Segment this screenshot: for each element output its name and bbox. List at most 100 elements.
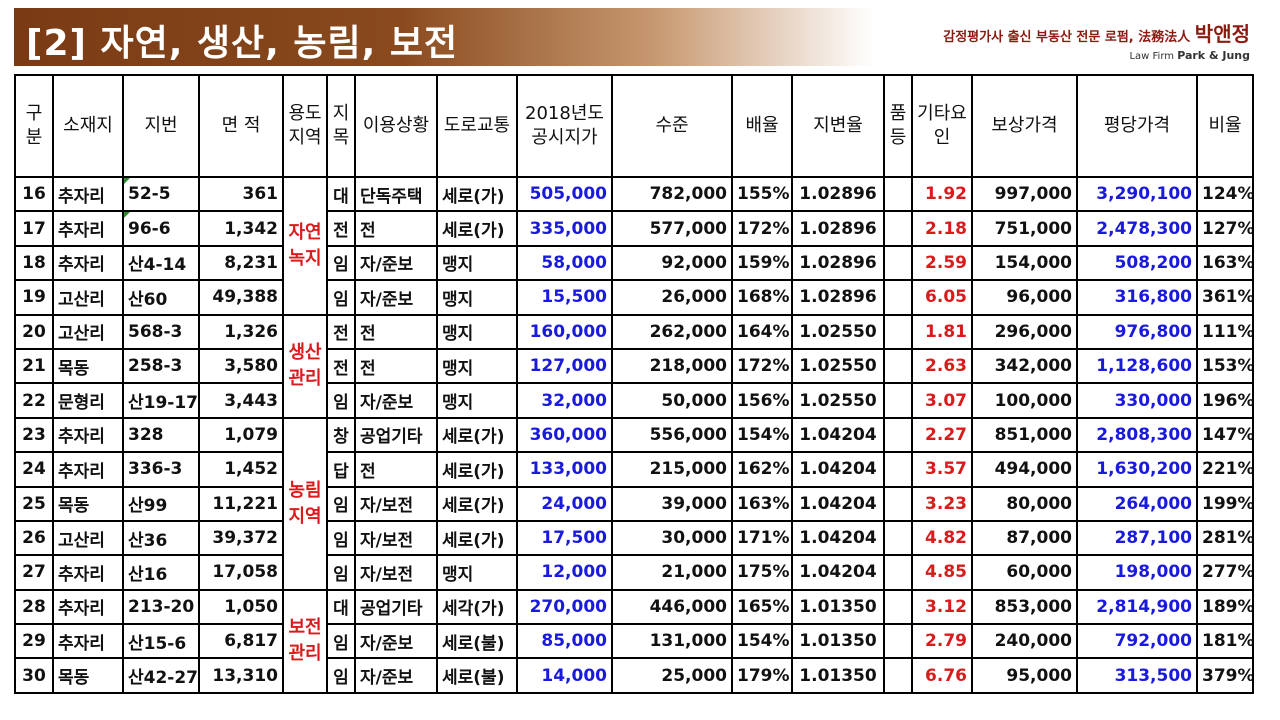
- level-cell: 25,000: [611, 657, 733, 694]
- quality-cell: [883, 175, 913, 213]
- row-number-cell: 28: [14, 588, 54, 626]
- location-cell: 고산리: [52, 519, 124, 557]
- ratio-cell: 179%: [731, 657, 793, 694]
- level-cell: 782,000: [611, 175, 733, 213]
- pyeong-price-cell: 264,000: [1076, 485, 1198, 522]
- row-number-cell: 26: [14, 519, 54, 557]
- change-rate-cell: 1.01350: [791, 588, 885, 626]
- location-cell: 추자리: [52, 210, 124, 247]
- header-location: 소재지: [52, 74, 124, 178]
- road-access-cell: 세로(불): [436, 657, 518, 694]
- ratio-cell: 168%: [731, 279, 793, 316]
- pyeong-price-cell: 313,500: [1076, 657, 1198, 694]
- compensation-cell: 100,000: [971, 382, 1078, 419]
- level-cell: 218,000: [611, 347, 733, 385]
- table-row: 20 고산리 568-3 1,326 생산관리 전 전 맹지 160,000 262,000 164…: [14, 313, 1254, 419]
- usage-cell: 단독주택: [354, 175, 438, 213]
- lot-number-cell: 산60: [122, 279, 200, 316]
- area-cell: 6,817: [198, 623, 284, 660]
- rate-cell: 153%: [1196, 347, 1254, 385]
- road-access-cell: 맹지: [436, 347, 518, 385]
- quality-cell: [883, 382, 913, 419]
- other-factor-cell: 2.59: [911, 244, 973, 282]
- rate-cell: 147%: [1196, 416, 1254, 454]
- usage-cell: 전: [354, 347, 438, 385]
- zone-cell: 보전관리: [282, 588, 328, 694]
- header-ratio: 배율: [731, 74, 793, 178]
- pyeong-price-cell: 2,814,900: [1076, 588, 1198, 626]
- official-price-cell: 24,000: [516, 485, 613, 522]
- official-price-cell: 58,000: [516, 244, 613, 282]
- header-quality: 품등: [883, 74, 913, 178]
- usage-cell: 자/준보: [354, 382, 438, 419]
- road-access-cell: 맹지: [436, 279, 518, 316]
- area-cell: 13,310: [198, 657, 284, 694]
- other-factor-cell: 3.12: [911, 588, 973, 626]
- usage-cell: 자/준보: [354, 623, 438, 660]
- pyeong-price-cell: 316,800: [1076, 279, 1198, 316]
- official-price-cell: 12,000: [516, 554, 613, 591]
- header-lot-number: 지번: [122, 74, 200, 178]
- row-number-cell: 30: [14, 657, 54, 694]
- location-cell: 목동: [52, 657, 124, 694]
- pyeong-price-cell: 198,000: [1076, 554, 1198, 591]
- other-factor-cell: 1.81: [911, 313, 973, 350]
- ratio-cell: 164%: [731, 313, 793, 350]
- jimok-cell: 전: [326, 210, 356, 247]
- lot-number-cell: 산99: [122, 485, 200, 522]
- row-number-cell: 22: [14, 382, 54, 419]
- quality-cell: [883, 623, 913, 660]
- table-row: 25 목동 산99 11,221 임 자/보전 세로(가) 24,000 39,000 163% 1…: [14, 485, 1254, 522]
- change-rate-cell: 1.02550: [791, 347, 885, 385]
- other-factor-cell: 2.27: [911, 416, 973, 454]
- rate-cell: 189%: [1196, 588, 1254, 626]
- firm-tagline: 감정평가사 출신 부동산 전문 로펌, 法務法人 박앤정: [943, 18, 1250, 47]
- rate-cell: 163%: [1196, 244, 1254, 282]
- row-number-cell: 17: [14, 210, 54, 247]
- level-cell: 131,000: [611, 623, 733, 660]
- table-row: 19 고산리 산60 49,388 임 자/준보 맹지 15,500 26,000 168% 1.0…: [14, 279, 1254, 316]
- table-row: 16 추자리 52-5 361 자연녹지 대 단독주택 세로(가) 505,000 782,000…: [14, 175, 1254, 316]
- location-cell: 문형리: [52, 382, 124, 419]
- jimok-cell: 임: [326, 657, 356, 694]
- ratio-cell: 159%: [731, 244, 793, 282]
- change-rate-cell: 1.04204: [791, 519, 885, 557]
- road-access-cell: 세각(가): [436, 588, 518, 626]
- rate-cell: 221%: [1196, 451, 1254, 488]
- jimok-cell: 임: [326, 519, 356, 557]
- header-area: 면 적: [198, 74, 284, 178]
- ratio-cell: 172%: [731, 347, 793, 385]
- jimok-cell: 대: [326, 588, 356, 626]
- usage-cell: 자/보전: [354, 554, 438, 591]
- table-row: 27 추자리 산16 17,058 임 자/보전 맹지 12,000 21,000 175% 1.0…: [14, 554, 1254, 591]
- quality-cell: [883, 485, 913, 522]
- jimok-cell: 임: [326, 485, 356, 522]
- jimok-cell: 전: [326, 347, 356, 385]
- area-cell: 1,050: [198, 588, 284, 626]
- lot-number-cell: 336-3: [122, 451, 200, 488]
- header-usage: 이용상황: [354, 74, 438, 178]
- lot-number-cell: 산15-6: [122, 623, 200, 660]
- compensation-cell: 87,000: [971, 519, 1078, 557]
- location-cell: 추자리: [52, 175, 124, 213]
- rate-cell: 124%: [1196, 175, 1254, 213]
- official-price-cell: 15,500: [516, 279, 613, 316]
- location-cell: 추자리: [52, 588, 124, 626]
- other-factor-cell: 2.18: [911, 210, 973, 247]
- lot-number-cell: 산42-27: [122, 657, 200, 694]
- table-row: 18 추자리 산4-14 8,231 임 자/준보 맹지 58,000 92,000 159% 1.…: [14, 244, 1254, 282]
- compensation-cell: 296,000: [971, 313, 1078, 350]
- compensation-cell: 154,000: [971, 244, 1078, 282]
- lot-number-cell: 산19-17: [122, 382, 200, 419]
- area-cell: 3,443: [198, 382, 284, 419]
- quality-cell: [883, 451, 913, 488]
- ratio-cell: 171%: [731, 519, 793, 557]
- jimok-cell: 창: [326, 416, 356, 454]
- pyeong-price-cell: 287,100: [1076, 519, 1198, 557]
- row-number-cell: 29: [14, 623, 54, 660]
- table-row: 21 목동 258-3 3,580 전 전 맹지 127,000 218,000 172% 1.02…: [14, 347, 1254, 385]
- firm-english-name: Law Firm Park & Jung: [943, 49, 1250, 62]
- row-number-cell: 24: [14, 451, 54, 488]
- area-cell: 39,372: [198, 519, 284, 557]
- other-factor-cell: 3.57: [911, 451, 973, 488]
